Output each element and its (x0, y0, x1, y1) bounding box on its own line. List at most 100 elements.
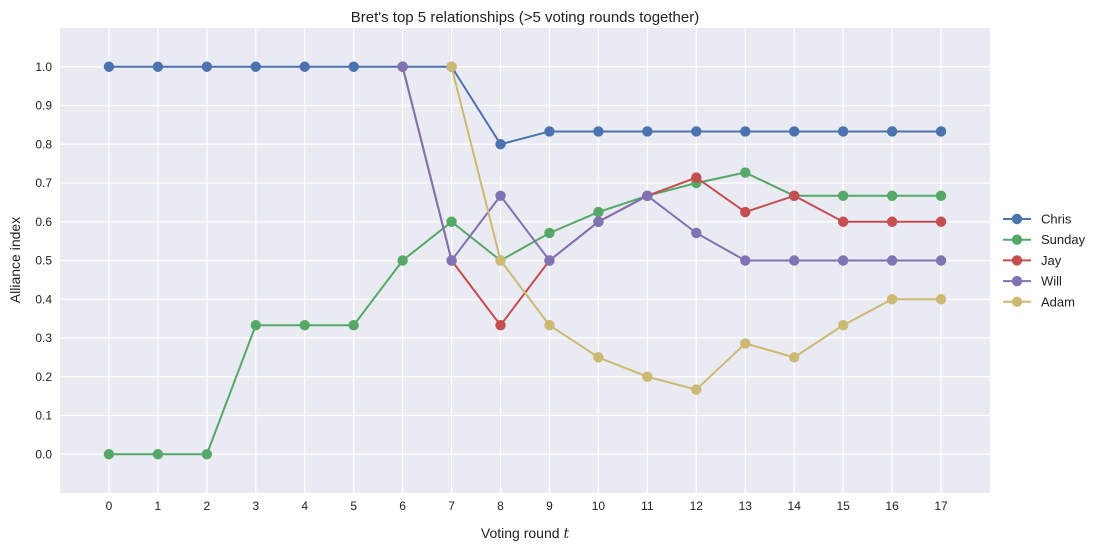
data-point-adam (740, 338, 751, 349)
data-point-adam (642, 371, 653, 382)
x-tick-label: 0 (106, 499, 113, 513)
y-tick-label: 0.8 (35, 137, 52, 151)
data-point-will (789, 255, 800, 266)
data-point-will (691, 227, 702, 239)
data-point-chris (837, 126, 849, 137)
x-tick-label: 2 (203, 499, 210, 513)
data-point-will (886, 255, 898, 266)
legend-label: Sunday (1041, 232, 1086, 247)
x-tick-label: 17 (934, 499, 948, 513)
legend-label: Will (1041, 274, 1062, 289)
y-tick-label: 0.3 (35, 331, 52, 345)
legend-label: Adam (1041, 294, 1075, 309)
data-point-adam (837, 320, 849, 331)
x-tick-label: 9 (546, 499, 553, 513)
data-point-adam (495, 255, 506, 266)
data-point-jay (740, 206, 751, 218)
data-point-jay (837, 216, 849, 227)
data-point-chris (886, 126, 898, 137)
data-point-jay (935, 216, 947, 227)
data-point-sunday (152, 449, 164, 460)
legend: Chris Sunday Jay Will Adam (1003, 212, 1086, 309)
data-point-jay (886, 216, 898, 227)
y-tick-label: 0.4 (35, 292, 52, 306)
data-point-chris (495, 139, 506, 150)
x-tick-label: 15 (836, 499, 850, 513)
y-tick-label: 1.0 (35, 60, 52, 74)
data-point-sunday (886, 190, 898, 201)
data-point-chris (250, 61, 261, 72)
data-point-chris (348, 61, 359, 72)
data-point-sunday (740, 167, 751, 178)
data-point-sunday (201, 449, 213, 460)
series-line-chris (108, 65, 942, 146)
x-axis-label-text: Voting round (481, 525, 560, 541)
data-point-will (593, 216, 604, 227)
y-axis-ticks: 0.0 0.1 0.2 0.3 0.4 0.5 0.6 0.7 0.8 0.9 1.0 (35, 60, 52, 462)
data-point-sunday (837, 190, 849, 201)
data-point-adam (935, 294, 947, 305)
data-point-chris (740, 126, 751, 137)
x-tick-label: 12 (690, 499, 704, 513)
x-tick-label: 16 (885, 499, 899, 513)
data-point-chris (789, 126, 800, 137)
data-point-sunday (935, 190, 947, 201)
data-point-adam (446, 61, 457, 72)
x-tick-label: 13 (739, 499, 753, 513)
data-point-chris (593, 126, 604, 137)
series-line-jay (401, 66, 942, 327)
data-point-adam (544, 320, 555, 331)
data-point-chris (691, 126, 702, 137)
x-tick-label: 10 (592, 499, 606, 513)
legend-label: Chris (1041, 212, 1072, 227)
legend-item-sunday: Sunday (1003, 232, 1086, 247)
series-line-will (401, 66, 942, 262)
data-point-chris (152, 61, 164, 72)
data-point-sunday (544, 227, 555, 239)
x-tick-label: 14 (788, 499, 802, 513)
data-point-adam (789, 352, 800, 363)
data-point-jay (789, 190, 800, 201)
data-point-will (495, 190, 506, 201)
y-tick-label: 0.0 (35, 447, 52, 461)
data-point-will (935, 255, 947, 266)
legend-marker (1011, 213, 1023, 225)
data-point-sunday (348, 320, 359, 331)
series-will (397, 61, 947, 266)
data-point-sunday (250, 320, 261, 331)
legend-marker (1011, 255, 1023, 266)
series-adam (446, 61, 947, 395)
x-tick-label: 11 (641, 499, 654, 513)
data-point-sunday (299, 320, 310, 331)
data-point-will (837, 255, 849, 266)
data-point-chris (935, 126, 947, 137)
data-point-will (397, 61, 408, 72)
series-line-sunday (108, 171, 942, 456)
data-point-will (544, 255, 555, 266)
x-tick-label: 6 (399, 499, 406, 513)
data-point-chris (642, 126, 653, 137)
legend-marker (1011, 296, 1023, 307)
data-point-sunday (593, 206, 604, 218)
x-tick-label: 8 (497, 499, 504, 513)
legend-marker (1011, 275, 1023, 287)
legend-item-chris: Chris (1003, 212, 1072, 227)
y-tick-label: 0.6 (35, 215, 52, 229)
data-point-chris (544, 126, 555, 137)
x-axis-ticks: 0 1 2 3 4 5 6 7 8 9 10 11 12 13 14 15 16 17 (106, 499, 948, 513)
data-point-jay (691, 172, 702, 183)
data-point-adam (593, 352, 604, 363)
data-point-chris (103, 61, 115, 72)
x-tick-label: 3 (252, 499, 259, 513)
x-tick-label: 5 (350, 499, 357, 513)
legend-item-will: Will (1003, 274, 1062, 289)
y-tick-label: 0.2 (35, 370, 52, 384)
x-axis-label-variable: t (563, 526, 569, 542)
x-tick-label: 4 (301, 499, 308, 513)
data-point-adam (691, 384, 702, 395)
x-tick-label: 1 (155, 499, 162, 513)
data-point-will (446, 255, 457, 266)
data-point-sunday (397, 255, 408, 266)
legend-item-adam: Adam (1003, 294, 1075, 309)
